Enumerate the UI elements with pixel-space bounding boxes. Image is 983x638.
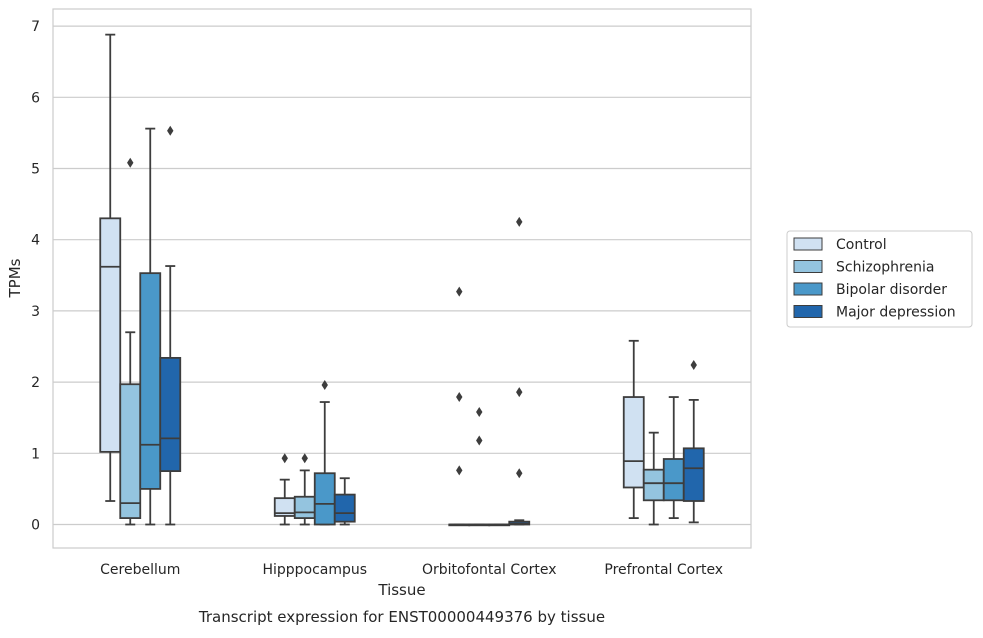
box-2-1	[468, 407, 491, 527]
iqr-box	[159, 356, 182, 473]
box-2-0	[448, 286, 471, 527]
y-tick-label: 3	[31, 304, 40, 320]
outlier-point	[456, 392, 463, 403]
box-2-3	[508, 216, 531, 526]
iqr-box	[682, 447, 705, 502]
legend-swatch	[793, 282, 823, 296]
y-tick-label: 4	[31, 233, 40, 249]
box-0-3	[159, 125, 182, 526]
box-1-1	[293, 453, 316, 526]
box-0-0	[99, 33, 122, 502]
legend-label: Schizophrenia	[836, 260, 934, 276]
legend-swatch	[793, 260, 823, 273]
y-tick-label: 0	[31, 518, 40, 534]
x-tick-labels: Cerebellum Hipppocampus Orbitofontal Corte…	[100, 562, 723, 578]
outlier-point	[127, 157, 134, 168]
iqr-box	[642, 468, 665, 502]
outlier-point	[281, 453, 288, 464]
legend-label: Bipolar disorder	[836, 282, 947, 298]
y-tick-label: 6	[31, 90, 40, 106]
outlier-point	[301, 453, 308, 464]
iqr-box	[99, 217, 122, 453]
box-3-2	[662, 396, 685, 519]
x-tick-label: Hipppocampus	[262, 562, 367, 578]
legend-swatch	[793, 305, 823, 318]
iqr-box	[139, 272, 162, 490]
x-axis-label: Tissue	[377, 581, 425, 599]
y-tick-label: 1	[31, 446, 40, 462]
outlier-point	[321, 379, 328, 390]
box-3-0	[622, 339, 645, 519]
x-tick-label: Orbitofontal Cortex	[422, 562, 557, 578]
iqr-box	[333, 493, 356, 523]
box-2-2	[488, 523, 511, 527]
outlier-point	[476, 407, 483, 418]
x-tick-label: Cerebellum	[100, 562, 180, 578]
iqr-box	[313, 472, 336, 526]
legend-frame	[786, 230, 973, 328]
outlier-point	[516, 387, 523, 398]
outlier-point	[167, 125, 174, 136]
iqr-box	[622, 396, 645, 489]
outlier-point	[456, 286, 463, 297]
box-3-3	[682, 360, 705, 524]
y-tick-label: 5	[31, 161, 40, 177]
legend-label: Major depression	[836, 305, 956, 321]
y-tick-label: 2	[31, 375, 40, 391]
legend-entries: Control Schizophrenia Bipolar disorder Majo…	[793, 237, 956, 321]
legend-label: Control	[836, 237, 887, 253]
boxes	[99, 33, 705, 527]
outlier-point	[516, 468, 523, 479]
legend: Control Schizophrenia Bipolar disorder Majo…	[786, 230, 973, 328]
box-0-2	[139, 127, 162, 526]
outlier-point	[516, 216, 523, 227]
y-axis-label: TPMs	[6, 258, 24, 298]
chart-caption: Transcript expression for ENST0000044937…	[198, 608, 605, 626]
outlier-point	[690, 360, 697, 371]
outlier-point	[476, 435, 483, 446]
iqr-box	[293, 495, 316, 519]
iqr-box	[119, 383, 142, 519]
y-tick-label: 7	[31, 19, 40, 35]
x-tick-label: Prefrontal Cortex	[604, 562, 723, 578]
legend-swatch	[793, 237, 823, 251]
y-tick-labels: 0 1 2 3 4 5 6 7	[31, 19, 40, 533]
outlier-point	[456, 465, 463, 476]
box-1-3	[333, 477, 356, 526]
iqr-box	[662, 458, 685, 502]
